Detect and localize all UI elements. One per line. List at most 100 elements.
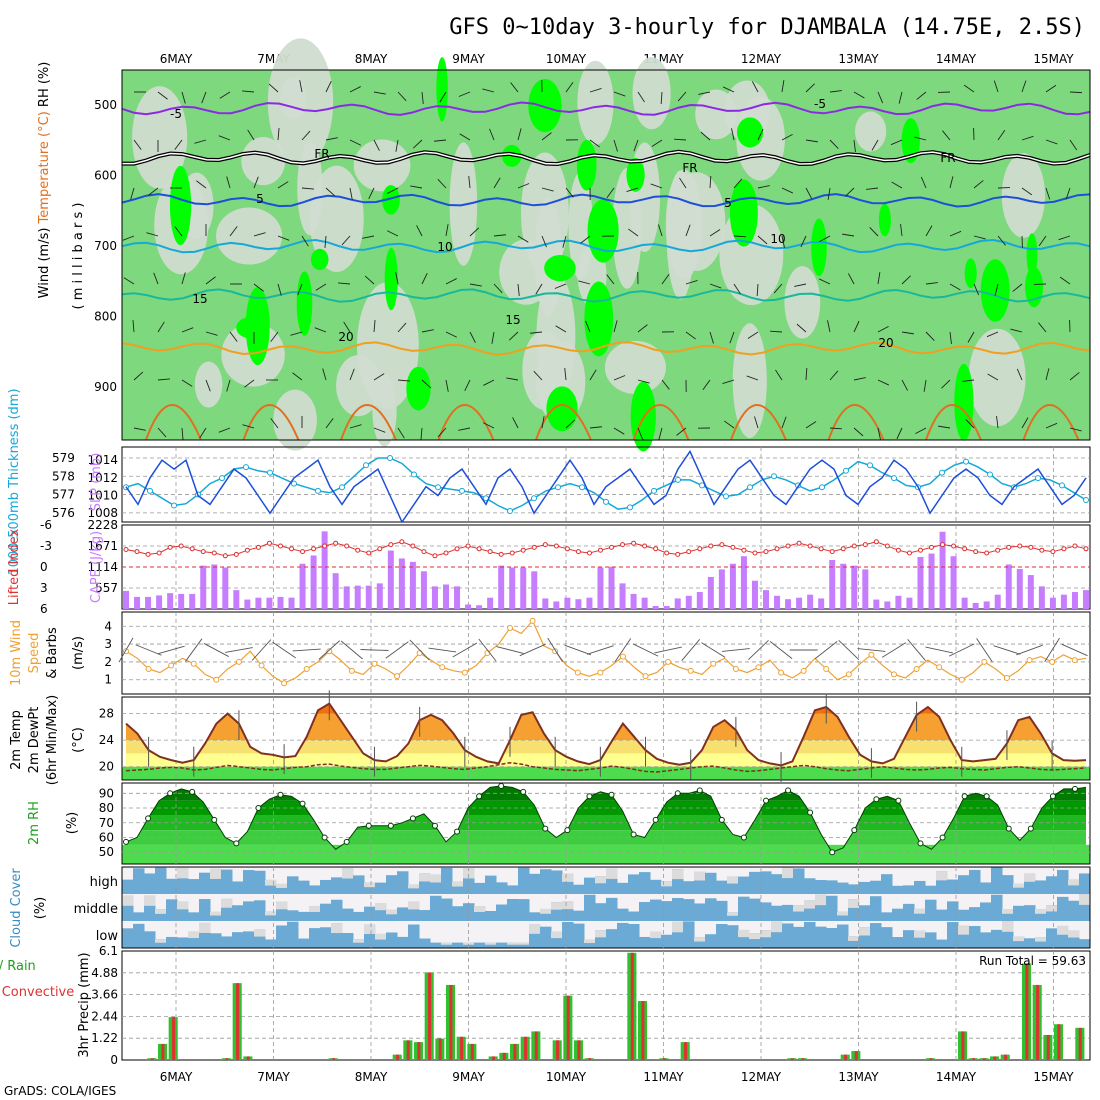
- wind-barb: [458, 427, 471, 431]
- precip-conv-bar: [513, 1043, 517, 1060]
- wind-barb: [445, 224, 449, 237]
- cloud-cell: [738, 929, 750, 948]
- cloud-cell: [1068, 900, 1080, 921]
- cloud-cell: [936, 909, 948, 921]
- cloud-cell-partial: [1002, 921, 1014, 932]
- cloud-cell: [540, 908, 552, 921]
- wind-barb: [1069, 139, 1078, 151]
- cape-ylabel: CAPE (J/kg): [89, 531, 104, 603]
- wind-tick: 4: [104, 619, 112, 633]
- date-label-top: 15MAY: [1033, 52, 1074, 66]
- wind-barb: [338, 282, 351, 285]
- wind-barb-10m: [857, 648, 886, 652]
- contour-label: 10: [437, 240, 452, 254]
- cloud-cell: [188, 912, 200, 921]
- cloud-cell: [892, 885, 904, 894]
- series-point: [339, 484, 345, 491]
- lifted-index-point: [642, 543, 648, 549]
- wind-barb-10m: [1044, 637, 1060, 663]
- lifted-index-point: [752, 550, 758, 556]
- lifted-index-point: [840, 546, 846, 552]
- cloud-cell: [507, 942, 519, 948]
- cloud-cell: [331, 877, 343, 894]
- cloud-cell: [133, 912, 145, 921]
- cloud-cell: [496, 882, 508, 894]
- cloud-cell: [925, 899, 937, 921]
- precip-conv-bar: [246, 1056, 250, 1060]
- contour-label: -5: [814, 97, 826, 111]
- cape-bar: [917, 556, 924, 609]
- wind-barb: [733, 178, 743, 189]
- cloud-cell: [177, 937, 189, 948]
- cloud-cell: [815, 894, 827, 921]
- wind-barb-10m: [564, 644, 592, 656]
- lifted-index-point: [829, 549, 835, 555]
- cloud-cell-partial: [529, 924, 541, 934]
- temp-ylabel: (°C): [71, 727, 86, 753]
- wind-barb: [722, 86, 735, 93]
- wind-barb: [434, 139, 447, 142]
- wind-barb-10m: [118, 637, 134, 663]
- wind-barb: [205, 331, 218, 336]
- date-label-bottom: 14MAY: [936, 1070, 977, 1084]
- pressure-tick: 900: [94, 380, 117, 394]
- wind-barb: [660, 91, 663, 105]
- wind-barb: [925, 225, 933, 237]
- cape-bar: [542, 598, 549, 609]
- wind-barb-10m: [225, 647, 253, 653]
- rh-tick: 60: [99, 830, 114, 844]
- series-point: [642, 673, 649, 680]
- wind-barb: [1038, 235, 1047, 247]
- dry-patch: [568, 171, 593, 281]
- precip-conv-bar: [150, 1058, 154, 1060]
- lifted-index-point: [465, 543, 471, 549]
- lifted-index-point: [233, 551, 239, 557]
- cloud-cell: [881, 912, 893, 921]
- lifted-tick: -3: [40, 539, 52, 553]
- lifted-index-point: [873, 539, 879, 545]
- lifted-index-point: [399, 539, 405, 545]
- cloud-cell: [859, 905, 871, 921]
- wind-barb: [562, 235, 567, 248]
- rh-point: [520, 788, 527, 795]
- wind-ylabel: (m/s): [71, 636, 86, 670]
- rh-point: [696, 787, 703, 794]
- cloud-cell: [1002, 909, 1014, 921]
- wind-barb-10m: [478, 638, 497, 662]
- series-point: [235, 658, 242, 665]
- cape-bar: [255, 597, 262, 609]
- precip-tick: 3.66: [91, 988, 118, 1002]
- wind-barb: [941, 379, 951, 389]
- cloud-cell: [881, 927, 893, 948]
- moist-patch: [546, 386, 578, 432]
- pressure-tick: 600: [94, 169, 117, 183]
- rh-point: [123, 838, 129, 845]
- precip-conv-bar: [588, 1058, 592, 1060]
- cloud-cell: [661, 934, 673, 948]
- cloud-cell: [914, 908, 926, 921]
- cloud-cell-partial: [364, 882, 376, 888]
- cloud-cell: [760, 902, 772, 921]
- series-point: [823, 666, 830, 673]
- cape-bar: [211, 564, 218, 609]
- rh-point: [807, 809, 814, 816]
- cloud-cell-partial: [353, 939, 365, 943]
- cloud-cell: [1046, 928, 1058, 948]
- isotherm-line: [121, 193, 1091, 208]
- wind-barb: [869, 227, 879, 237]
- wind-barb: [673, 138, 687, 141]
- rh-tick: 50: [99, 845, 114, 859]
- lifted-index-point: [895, 547, 901, 553]
- dry-patch: [604, 340, 666, 395]
- wind-barb: [676, 427, 687, 436]
- precip-conv-bar: [236, 983, 240, 1060]
- rh-point: [851, 827, 858, 834]
- wind-barb: [290, 331, 303, 336]
- series-point: [755, 664, 762, 671]
- cloud-cell: [408, 924, 420, 948]
- cape-bar: [630, 593, 637, 609]
- cloud-cell: [650, 931, 662, 948]
- wind-barb: [130, 187, 135, 200]
- cloud-cell-partial: [650, 931, 662, 939]
- cloud-cell: [848, 884, 860, 894]
